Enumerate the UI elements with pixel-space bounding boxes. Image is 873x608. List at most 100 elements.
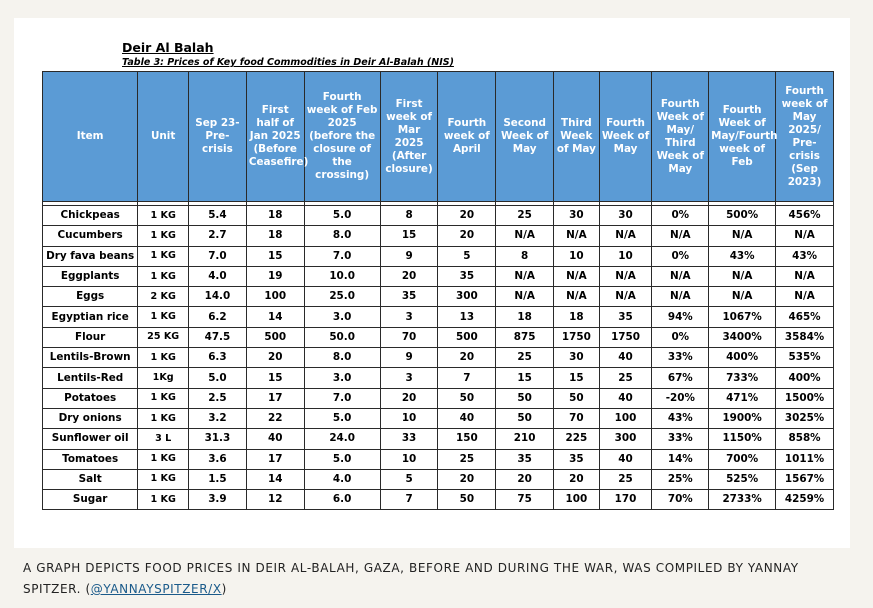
price-cell: 10 xyxy=(553,245,600,267)
price-cell: 13 xyxy=(437,306,497,328)
price-cell: 5.0 xyxy=(303,448,381,470)
price-cell: 15 xyxy=(245,245,305,267)
price-cell: 31.3 xyxy=(188,428,247,450)
item-cell: Egyptian rice xyxy=(41,306,139,328)
price-cell: 400% xyxy=(708,347,777,369)
table-row: Cucumbers 1 KG 2.7 18 8.0 15 20 N/A N/A N/A N/A N/A… xyxy=(41,225,834,247)
price-cell: 525% xyxy=(708,468,777,491)
price-cell: 733% xyxy=(708,367,777,389)
price-cell: 18 xyxy=(553,306,600,328)
price-cell: 15 xyxy=(379,225,439,247)
price-cell: 40 xyxy=(598,387,653,409)
column-header: First week of Mar 2025 (After closure) xyxy=(379,71,439,202)
price-cell: 20 xyxy=(495,468,555,491)
price-cell: 1750 xyxy=(553,326,600,349)
price-cell: N/A xyxy=(651,265,710,288)
price-cell: 5.0 xyxy=(303,407,381,430)
unit-cell: 1 KG xyxy=(137,245,190,267)
price-cell: 30 xyxy=(598,204,653,227)
column-header: Third Week of May xyxy=(553,71,600,202)
price-cell: 3 xyxy=(379,306,439,328)
unit-cell: 1 KG xyxy=(137,347,190,369)
price-cell: 25 xyxy=(495,347,555,369)
table-row: Eggplants 1 KG 4.0 19 10.0 20 35 N/A N/A N/A N/A N/… xyxy=(41,265,834,288)
price-cell: 3.9 xyxy=(188,489,247,511)
unit-cell: 1 KG xyxy=(137,225,190,247)
price-cell: 50 xyxy=(495,407,555,430)
price-cell: 15 xyxy=(495,367,555,389)
price-cell: 6.3 xyxy=(188,347,247,369)
price-cell: 43% xyxy=(651,407,710,430)
table-row: Salt 1 KG 1.5 14 4.0 5 20 20 20 25 25% 525% 1567% xyxy=(41,468,834,491)
price-cell: 456% xyxy=(775,204,834,227)
price-cell: 2733% xyxy=(708,489,777,511)
price-cell: 500 xyxy=(437,326,497,349)
price-cell: 10.0 xyxy=(303,265,381,288)
price-cell: 300 xyxy=(598,428,653,450)
price-cell: 30 xyxy=(553,204,600,227)
column-header: Fourth Week of May/Fourth week of Feb xyxy=(708,71,777,202)
price-cell: 1150% xyxy=(708,428,777,450)
price-cell: 875 xyxy=(495,326,555,349)
food-price-table: Item Unit Sep 23-Pre-crisis First half of J… xyxy=(41,71,834,511)
price-cell: 5.0 xyxy=(303,204,381,227)
item-cell: Lentils-Brown xyxy=(41,347,139,369)
price-cell: 1011% xyxy=(775,448,834,470)
caption-source-link[interactable]: @YannaySpitzer/X xyxy=(90,582,222,596)
item-cell: Sunflower oil xyxy=(41,428,139,450)
price-cell: N/A xyxy=(775,265,834,288)
caption-close: ) xyxy=(221,582,227,596)
price-cell: 14 xyxy=(245,306,305,328)
price-cell: 170 xyxy=(598,489,653,511)
price-cell: 8.0 xyxy=(303,225,381,247)
price-cell: 40 xyxy=(245,428,305,450)
table-row: Chickpeas 1 KG 5.4 18 5.0 8 20 25 30 30 0% 500% 456% xyxy=(41,204,834,227)
item-cell: Eggplants xyxy=(41,265,139,288)
unit-cell: 1Kg xyxy=(137,367,190,389)
table-heading: Deir Al Balah xyxy=(122,40,214,55)
column-header: Item xyxy=(41,71,139,202)
item-cell: Tomatoes xyxy=(41,448,139,470)
item-cell: Chickpeas xyxy=(41,204,139,227)
item-cell: Lentils-Red xyxy=(41,367,139,389)
price-cell: N/A xyxy=(651,225,710,247)
item-cell: Sugar xyxy=(41,489,139,511)
price-cell: 50 xyxy=(437,387,497,409)
price-cell: 35 xyxy=(495,448,555,470)
price-cell: 7.0 xyxy=(303,387,381,409)
price-cell: 25 xyxy=(437,448,497,470)
price-cell: 5 xyxy=(437,245,497,267)
price-cell: 40 xyxy=(437,407,497,430)
price-cell: 8.0 xyxy=(303,347,381,369)
item-cell: Cucumbers xyxy=(41,225,139,247)
price-cell: 25 xyxy=(598,468,653,491)
price-cell: 43% xyxy=(775,245,834,267)
item-cell: Salt xyxy=(41,468,139,491)
column-header: Fourth Week of May/ Third Week of May xyxy=(651,71,710,202)
price-cell: 18 xyxy=(245,225,305,247)
price-cell: 100 xyxy=(553,489,600,511)
unit-cell: 1 KG xyxy=(137,387,190,409)
column-header: Fourth week of Feb 2025 (before the clos… xyxy=(303,71,381,202)
price-cell: -20% xyxy=(651,387,710,409)
price-cell: 70 xyxy=(553,407,600,430)
price-cell: N/A xyxy=(708,286,777,308)
price-cell: N/A xyxy=(598,265,653,288)
price-cell: 2.7 xyxy=(188,225,247,247)
price-cell: 0% xyxy=(651,326,710,349)
unit-cell: 1 KG xyxy=(137,489,190,511)
unit-cell: 3 L xyxy=(137,428,190,450)
price-cell: 3.0 xyxy=(303,306,381,328)
table-row: Eggs 2 KG 14.0 100 25.0 35 300 N/A N/A N/A N/A N/A N… xyxy=(41,286,834,308)
price-cell: 75 xyxy=(495,489,555,511)
table-body: Chickpeas 1 KG 5.4 18 5.0 8 20 25 30 30 0% 500% 456%… xyxy=(41,201,834,511)
price-cell: 33% xyxy=(651,428,710,450)
table-row: Lentils-Brown 1 KG 6.3 20 8.0 9 20 25 30 40 33% 400… xyxy=(41,347,834,369)
table-row: Sunflower oil 3 L 31.3 40 24.0 33 150 210 225 300… xyxy=(41,428,834,450)
price-cell: 100 xyxy=(598,407,653,430)
price-cell: 8 xyxy=(379,204,439,227)
item-cell: Flour xyxy=(41,326,139,349)
price-cell: 25.0 xyxy=(303,286,381,308)
price-cell: 50 xyxy=(553,387,600,409)
column-header: Fourth week of April xyxy=(437,71,497,202)
